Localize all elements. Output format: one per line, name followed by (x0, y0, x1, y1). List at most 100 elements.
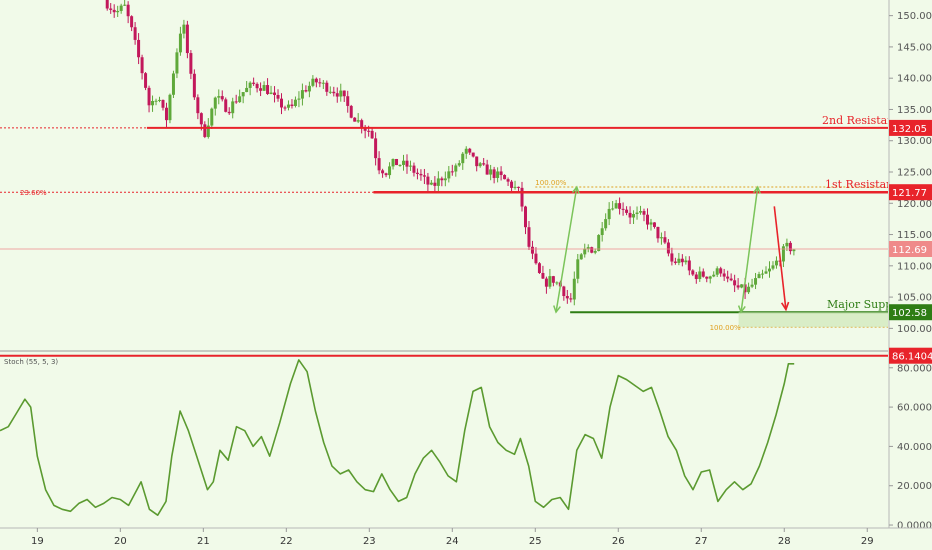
time-tick-label: 19 (31, 536, 44, 547)
candle-body (178, 33, 182, 53)
candle-body (534, 253, 538, 264)
price-tick-label: 120.00 (897, 199, 932, 210)
candle-body (625, 209, 629, 213)
time-tick-label: 21 (197, 536, 210, 547)
candle-body (283, 107, 287, 109)
time-tick-label: 20 (114, 536, 127, 547)
candle-body (733, 280, 737, 286)
projection-arrow-head (780, 301, 790, 312)
candle-body (175, 52, 179, 74)
candle-body (273, 92, 277, 95)
candle-body (307, 85, 311, 92)
candle-body (572, 278, 576, 300)
candle-body (147, 87, 151, 106)
candle-body (405, 160, 409, 167)
price-tick-label: 125.00 (897, 168, 932, 179)
time-tick-label: 25 (529, 536, 542, 547)
candle-body (436, 178, 440, 186)
candle-body (551, 276, 555, 283)
candle-body (363, 128, 367, 131)
candle-body (628, 212, 632, 218)
candle-body (593, 251, 597, 253)
candle-body (583, 248, 587, 255)
candle-body (318, 82, 322, 84)
candle-body (206, 125, 210, 137)
candle-body (555, 282, 559, 284)
candle-body (705, 276, 709, 279)
first-resistance-badge: 121.77 (892, 188, 927, 199)
candle-body (670, 253, 674, 262)
candle-body (712, 274, 716, 277)
candle-body (300, 90, 304, 99)
candle-body (736, 285, 740, 288)
candle-body (663, 237, 667, 243)
measure-arrow-2-head-bottom (737, 305, 746, 314)
candle-body (140, 57, 144, 74)
candle-body (217, 96, 221, 98)
candle-body (503, 174, 507, 180)
candle-body (164, 107, 168, 121)
major-support-badge-bg (889, 304, 932, 321)
candle-body (635, 212, 639, 214)
candle-body (248, 82, 252, 88)
candle-body (286, 104, 290, 108)
candle-body (607, 208, 611, 220)
stoch-indicator-label: Stoch (55, 5, 3) (4, 358, 58, 366)
price-tick-label: 150.00 (897, 11, 932, 22)
price-tick-label: 100.00 (897, 324, 932, 335)
candle-body (123, 4, 127, 6)
candle-body (677, 258, 681, 263)
candle-body (722, 273, 726, 277)
candle-body (227, 111, 231, 114)
candle-body (450, 171, 454, 173)
stoch-tick-label: 80.0000 (897, 363, 932, 374)
candle-body (750, 284, 754, 287)
candle-body (468, 148, 472, 153)
candle-body (579, 254, 583, 260)
price-tick-label: 110.00 (897, 261, 932, 272)
candle-body (112, 9, 116, 13)
candle-body (597, 235, 601, 252)
candle-body (203, 124, 207, 137)
candle-body (144, 73, 148, 88)
candle-body (639, 211, 643, 213)
candle-body (771, 265, 775, 269)
price-tick-label: 115.00 (897, 230, 932, 241)
candle-body (687, 260, 691, 271)
candle-body (262, 85, 266, 91)
price-panel: 23.60% 100.00% 100.00% 2nd Resistance 1st Re… (0, 0, 909, 332)
candle-body (691, 270, 695, 275)
candle-body (621, 208, 625, 210)
candle-body (569, 298, 573, 300)
candle-body (520, 187, 524, 207)
candle-body (747, 286, 751, 293)
candle-body (332, 91, 336, 94)
candle-body (259, 88, 263, 91)
measure-arrow-1 (555, 186, 578, 313)
time-tick-label: 27 (695, 536, 708, 547)
candle-body (781, 246, 785, 262)
candle-body (224, 99, 228, 112)
candle-body (701, 271, 705, 277)
candle-body (565, 296, 569, 299)
time-tick-label: 26 (612, 536, 625, 547)
candle-body (374, 138, 378, 159)
candle-body (297, 98, 301, 100)
second-resistance-label: 2nd Resistance (822, 114, 907, 127)
candle-body (447, 171, 451, 179)
candle-body (213, 97, 217, 109)
candle-body (199, 113, 203, 125)
price-tick-label: 135.00 (897, 105, 932, 116)
candle-body (510, 181, 514, 188)
candle-body (419, 173, 423, 176)
candle-body (457, 163, 461, 166)
candle-body (276, 94, 280, 99)
candle-body (367, 130, 371, 132)
candle-body (642, 211, 646, 215)
candle-body (328, 91, 332, 93)
candle-body (694, 274, 698, 280)
candle-body (185, 24, 189, 54)
